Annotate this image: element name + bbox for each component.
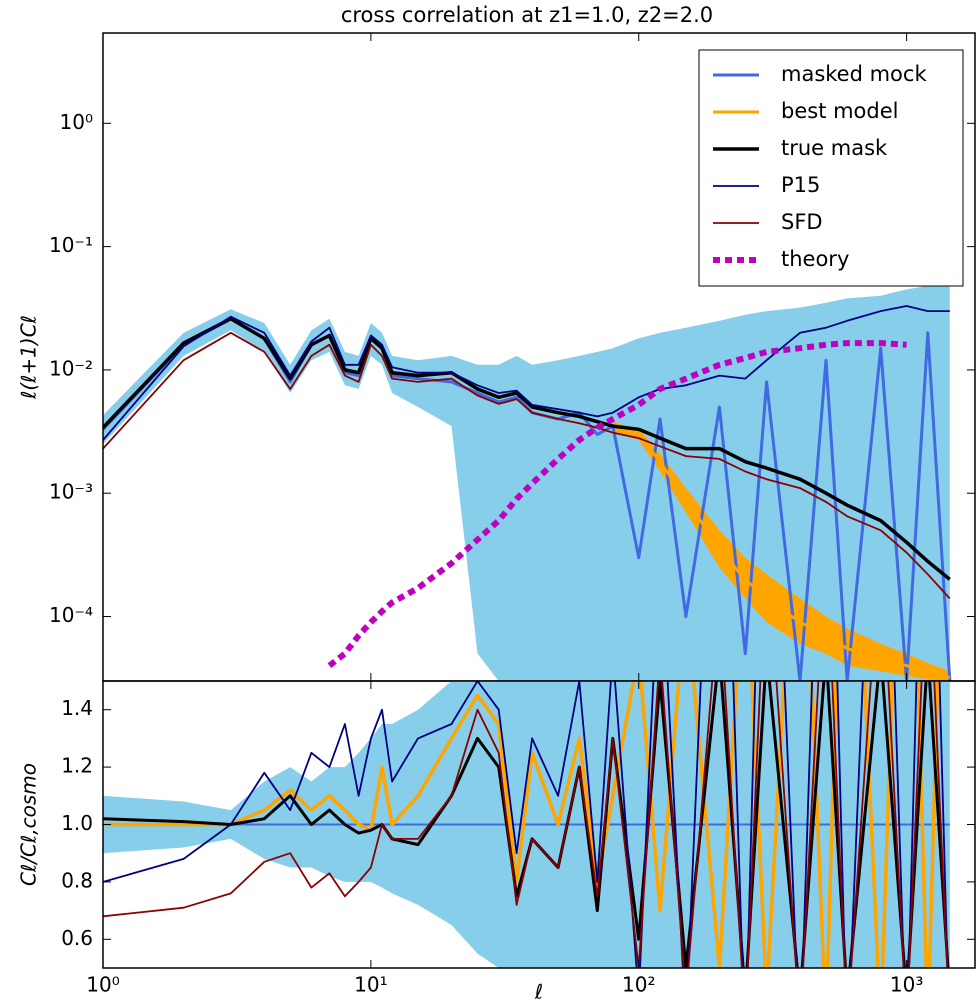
plot-area [103, 681, 950, 968]
error-band [612, 421, 950, 681]
legend-label: P15 [781, 173, 820, 197]
y-axis-label: ℓ(ℓ+1)Cℓ [17, 315, 41, 400]
series-line [327, 340, 907, 668]
legend-label: true mask [781, 136, 888, 160]
x-tick-label: 10³ [890, 973, 923, 997]
series-line [103, 316, 951, 581]
x-tick-label: 10² [622, 973, 655, 997]
legend-label: best model [781, 99, 899, 123]
y-tick-label: 0.8 [61, 868, 93, 892]
legend-label: theory [781, 247, 849, 271]
y-tick-label: 10⁻⁴ [49, 603, 93, 627]
series-line [103, 305, 950, 441]
y-tick-label: 0.6 [61, 926, 93, 950]
legend-label: masked mock [781, 62, 927, 86]
y-tick-label: 10⁻¹ [49, 233, 93, 257]
y-tick-label: 1.4 [61, 696, 93, 720]
x-axis-label: ℓ [534, 980, 543, 1004]
y-axis-label: Cℓ/Cℓ,cosmo [17, 763, 41, 886]
legend-box [698, 49, 964, 287]
series-line [103, 681, 949, 968]
series-line [103, 331, 951, 600]
y-tick-label: 1.2 [61, 754, 93, 778]
plot-area [103, 283, 952, 681]
series-line [103, 681, 949, 968]
series-line [103, 681, 940, 968]
x-tick-label: 10⁰ [86, 973, 119, 997]
y-tick-label: 1.0 [61, 811, 93, 835]
y-tick-label: 10⁻² [49, 356, 93, 380]
x-tick-label: 10¹ [354, 973, 387, 997]
y-tick-label: 10⁰ [60, 110, 93, 134]
legend-label: SFD [781, 210, 823, 234]
chart-title: cross correlation at z1=1.0, z2=2.0 [341, 3, 713, 27]
y-tick-label: 10⁻³ [49, 480, 93, 504]
